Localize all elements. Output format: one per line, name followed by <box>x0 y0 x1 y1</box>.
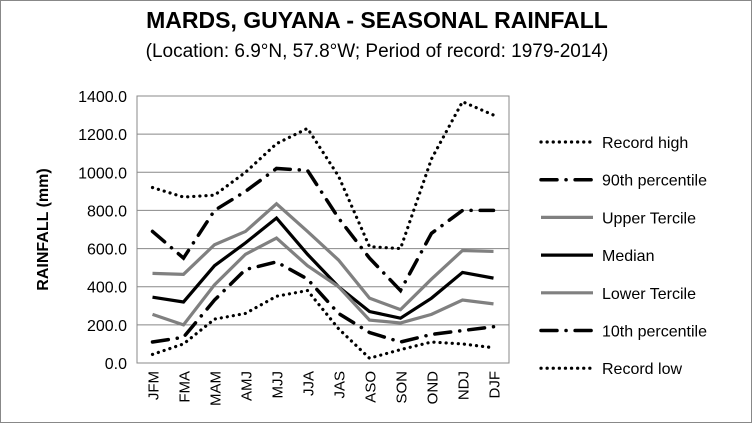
series-line-lower-tercile <box>151 236 494 327</box>
x-tick-label: OND <box>425 371 442 405</box>
x-tick-label: JAS <box>332 371 349 399</box>
series-line-median <box>152 215 494 320</box>
y-tick-label: 200.0 <box>87 318 127 335</box>
y-tick-label: 1400.0 <box>78 89 127 106</box>
x-tick-label: SON <box>394 371 411 404</box>
plot-border <box>136 95 510 364</box>
series-line-upper-tercile <box>152 201 494 312</box>
legend-label: 90th percentile <box>602 173 707 190</box>
y-tick-label: 1200.0 <box>78 127 127 144</box>
y-tick-label: 800.0 <box>87 203 127 220</box>
chart-subtitle: (Location: 6.9°N, 57.8°W; Period of reco… <box>145 41 609 62</box>
legend-label: 10th percentile <box>602 324 707 341</box>
chart-title: MARDS, GUYANA - SEASONAL RAINFALL <box>146 7 608 33</box>
x-tick-label: MAM <box>208 371 225 406</box>
x-tick-label: DJF <box>487 371 504 399</box>
legend-label: Median <box>602 248 654 265</box>
y-axis-label: RAINFALL (mm) <box>35 168 52 290</box>
legend-label: Record high <box>602 135 688 152</box>
y-tick-label: 400.0 <box>87 280 127 297</box>
x-tick-label: JFM <box>146 371 163 400</box>
x-tick-label: JJA <box>301 371 318 396</box>
series-line-record-low <box>150 288 496 361</box>
y-tick-label: 0.0 <box>105 356 127 373</box>
x-tick-label: MJJ <box>270 371 287 399</box>
series-line-10th-percentile <box>150 260 496 344</box>
y-tick-label: 600.0 <box>87 242 127 259</box>
legend-label: Record low <box>602 361 682 378</box>
x-tick-label: FMA <box>177 371 194 403</box>
x-tick-label: AMJ <box>239 371 256 401</box>
y-tick-label: 1000.0 <box>78 165 127 182</box>
x-tick-label: ASO <box>363 371 380 403</box>
series-line-record-high <box>150 99 496 251</box>
legend-label: Upper Tercile <box>602 210 696 227</box>
legend-label: Lower Tercile <box>602 286 696 303</box>
x-tick-label: NDJ <box>456 371 473 400</box>
